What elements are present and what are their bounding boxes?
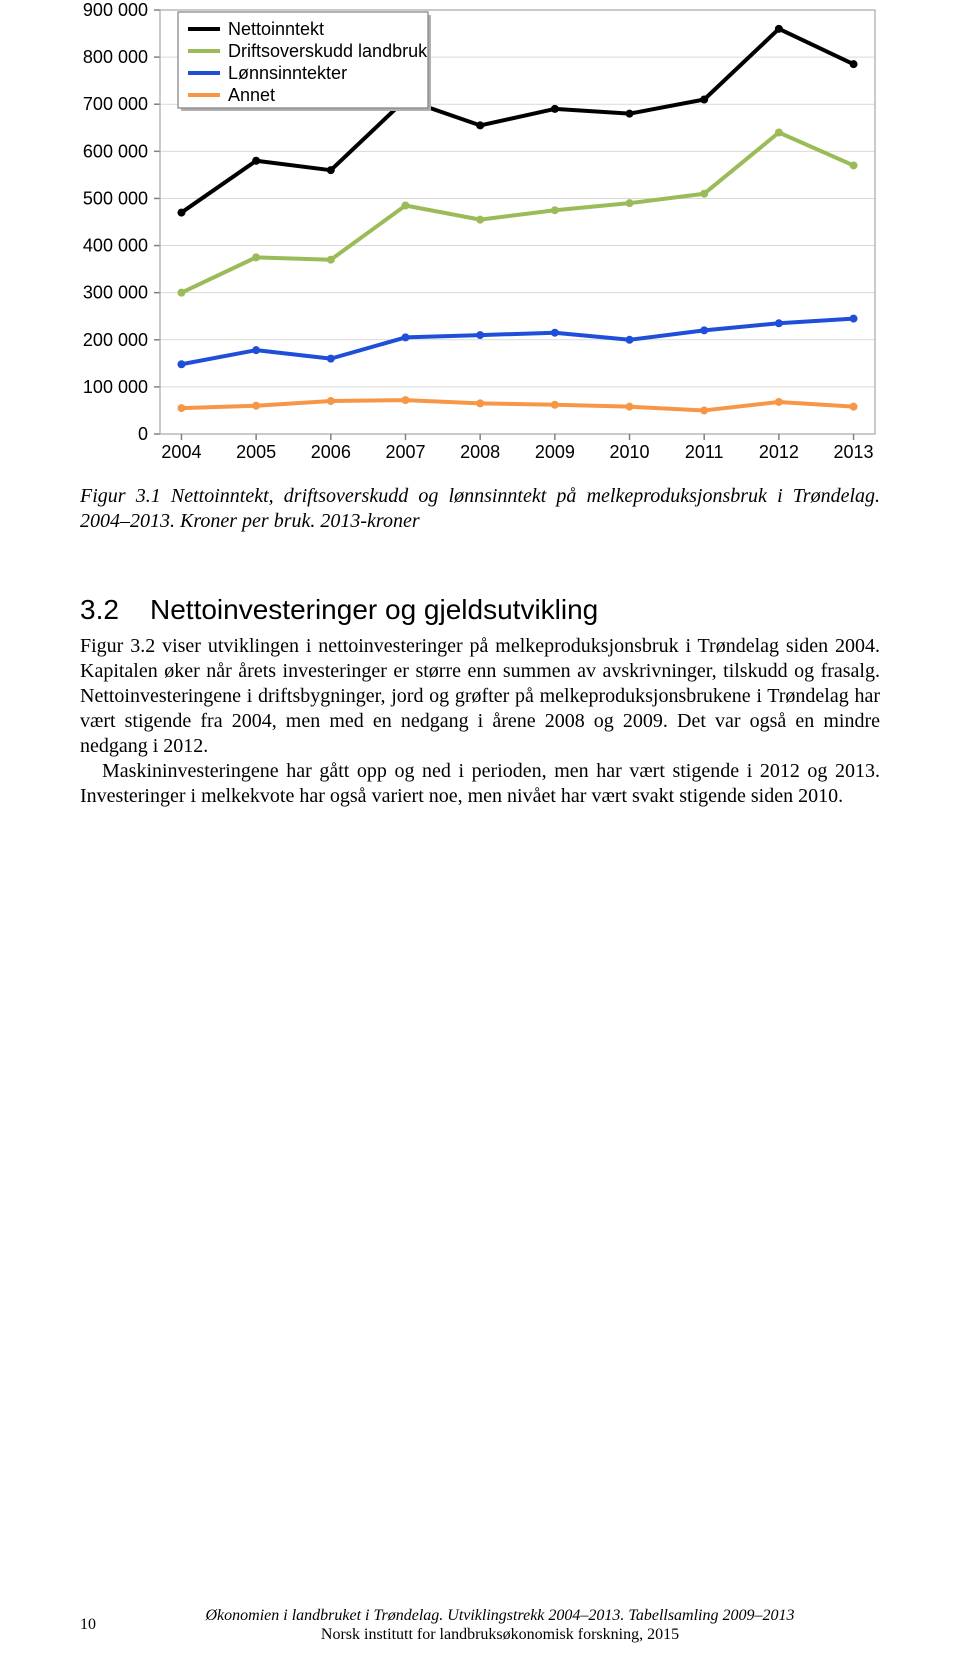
figure-caption: Figur 3.1 Nettoinntekt, driftsoverskudd … (80, 484, 880, 534)
page-number: 10 (80, 1616, 120, 1634)
svg-text:2005: 2005 (236, 442, 276, 462)
svg-text:800 000: 800 000 (83, 47, 148, 67)
svg-text:700 000: 700 000 (83, 94, 148, 114)
svg-text:2011: 2011 (685, 442, 724, 462)
chart-svg: 0 100 000 200 000 300 000 400 000 500 000 600 … (65, 0, 895, 470)
svg-text:2012: 2012 (759, 442, 799, 462)
page-footer: 10 Økonomien i landbruket i Trøndelag. U… (0, 1606, 960, 1644)
svg-text:2007: 2007 (385, 442, 425, 462)
figure-caption-text: Nettoinntekt, driftsoverskudd og lønnsin… (80, 485, 880, 532)
paragraph-1: Figur 3.2 viser utviklingen i nettoinves… (80, 634, 880, 759)
svg-text:2008: 2008 (460, 442, 500, 462)
figure-label: Figur 3.1 (80, 485, 161, 507)
svg-text:400 000: 400 000 (83, 236, 148, 256)
svg-text:Nettoinntekt: Nettoinntekt (228, 19, 324, 39)
body-text: Figur 3.2 viser utviklingen i nettoinves… (80, 634, 880, 809)
svg-text:900 000: 900 000 (83, 0, 148, 20)
svg-text:2004: 2004 (161, 442, 201, 462)
svg-text:300 000: 300 000 (83, 283, 148, 303)
footer-line-2: Norsk institutt for landbruksøkonomisk f… (120, 1625, 880, 1644)
line-chart: 0 100 000 200 000 300 000 400 000 500 000 600 … (65, 0, 895, 470)
section-title: Nettoinvesteringer og gjeldsutvikling (150, 594, 598, 625)
svg-text:2010: 2010 (609, 442, 649, 462)
svg-text:2013: 2013 (834, 442, 874, 462)
paragraph-2: Maskininvesteringene har gått opp og ned… (80, 759, 880, 809)
svg-text:2009: 2009 (535, 442, 575, 462)
svg-text:Annet: Annet (228, 85, 275, 105)
footer-text: Økonomien i landbruket i Trøndelag. Utvi… (120, 1606, 880, 1644)
svg-text:Lønnsinntekter: Lønnsinntekter (228, 63, 347, 83)
footer-line-1: Økonomien i landbruket i Trøndelag. Utvi… (206, 1607, 795, 1624)
svg-text:Driftsoverskudd landbruk: Driftsoverskudd landbruk (228, 41, 428, 61)
svg-text:200 000: 200 000 (83, 330, 148, 350)
svg-text:100 000: 100 000 (83, 377, 148, 397)
section-number: 3.2 (80, 594, 150, 626)
svg-text:500 000: 500 000 (83, 188, 148, 208)
section-heading: 3.2Nettoinvesteringer og gjeldsutvikling (80, 594, 880, 626)
svg-text:0: 0 (138, 424, 148, 444)
svg-text:2006: 2006 (311, 442, 351, 462)
svg-text:600 000: 600 000 (83, 141, 148, 161)
